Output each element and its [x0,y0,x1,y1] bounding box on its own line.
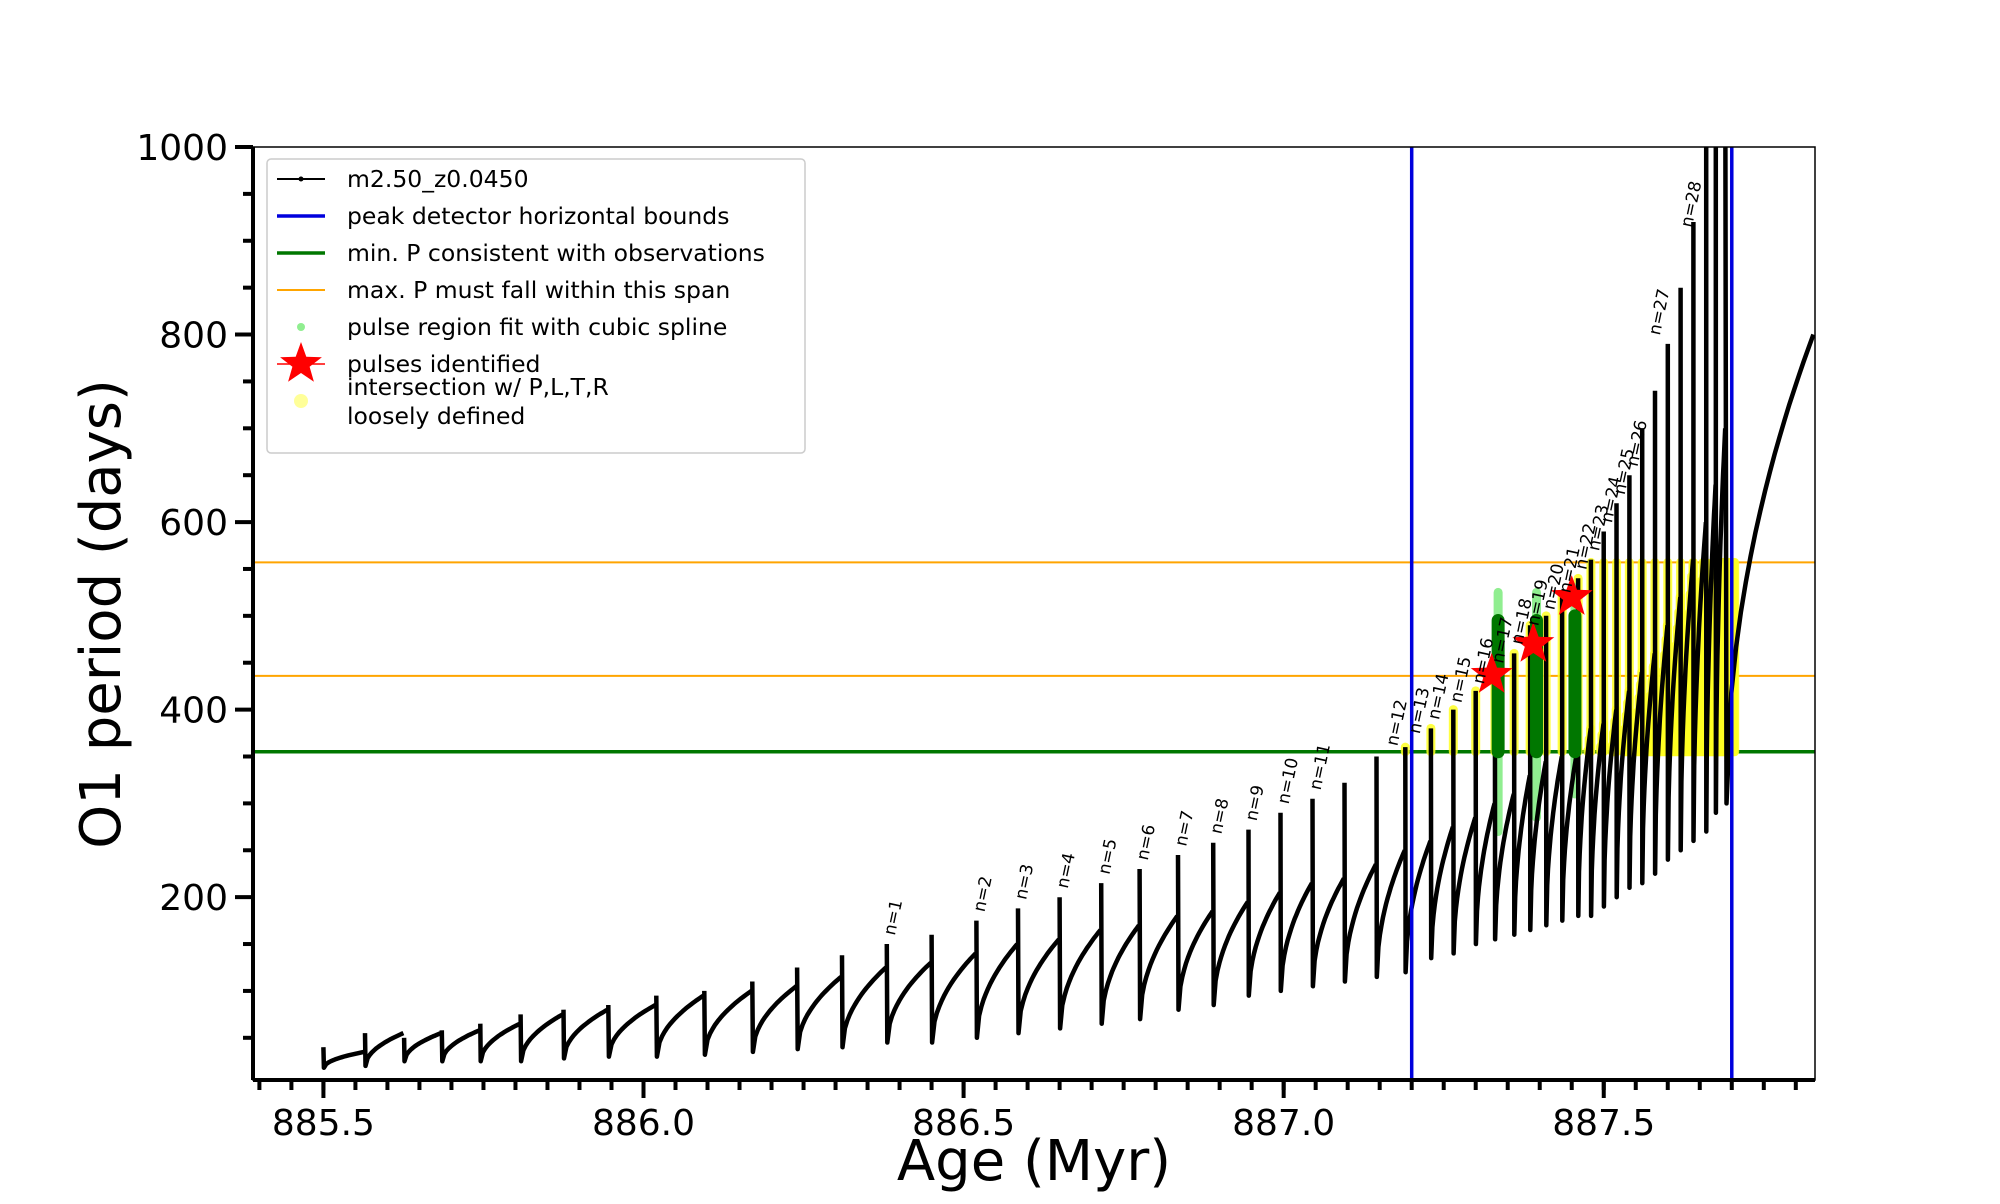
x-tick-label: 887.5 [1552,1103,1655,1144]
legend-item: min. P consistent with observations [277,239,765,267]
x-tick-label: 886.0 [592,1103,695,1144]
legend-marker [298,176,304,182]
pulse-cycle-15 [929,934,978,1045]
legend-star-marker [280,342,322,382]
pulse-cycle-28 [1403,747,1433,975]
pulse-cycle-24 [1278,812,1314,994]
x-tick-label: 887.0 [1232,1103,1335,1144]
pulse-cycle-16 [974,920,1019,1041]
axes-layer: 885.5 886.0 886.5 887.0 887.5 200 400 600 800 100… [136,128,1816,1144]
pulse-cycle-7 [561,1007,609,1061]
legend-item: peak detector horizontal bounds [277,202,729,230]
y-tick-label: 800 [159,316,228,357]
pulse-cycle-3 [401,1030,443,1064]
legend-label: peak detector horizontal bounds [347,202,729,230]
pulse-cycle-48 [1713,147,1728,816]
pulse-cycle-9 [654,993,705,1059]
pulse-cycle-44 [1665,343,1683,862]
legend-label: m2.50_z0.0450 [347,165,529,193]
pulse-cycle-11 [750,981,798,1055]
legend-item: pulse region fit with cubic spline [297,313,727,341]
legend-marker [294,394,308,408]
pulse-cycle-5 [478,1021,521,1064]
pulse-cycle-10 [702,989,753,1057]
pulse-cycle-36 [1559,597,1581,923]
y-tick-label: 1000 [136,128,228,169]
pulse-cycle-26 [1342,782,1378,984]
pulse-cycle-19 [1098,883,1141,1026]
pulse-cycle-46 [1691,221,1709,844]
pulse-cycle-32 [1492,672,1516,942]
pulse-cycle-40 [1614,503,1632,900]
pulse-cycle-25 [1310,798,1346,989]
pulse-cycle-13 [839,955,888,1050]
pulse-cycle-1 [321,1047,365,1071]
series-m2.50_z0.0450 [321,147,1815,1071]
pulse-star-2 [1550,575,1593,615]
pulse-cycle-45 [1678,287,1696,853]
y-tick-label: 600 [159,503,228,544]
pulse-cycle-6 [518,1012,564,1064]
legend-label: pulse region fit with cubic spline [347,313,727,341]
data-layer: n=1n=2 n=3 n=4 n=5 n=6 n=7 n=8 n=9 n=10 n=11n=12n… [253,147,1815,1080]
legend-item: pulses identified [277,342,540,382]
pulse-cycle-8 [606,1003,657,1059]
pulse-star-0 [1470,652,1513,693]
pulse-cycle-17 [1015,908,1061,1036]
pulse-cycle-4 [439,1028,481,1064]
pulse-cycle-18 [1057,897,1103,1031]
pulse-cycle-41 [1627,475,1645,891]
legend-box [266,158,806,454]
x-tick-label: 886.5 [912,1103,1015,1144]
pulse-cycle-20 [1137,868,1180,1022]
legend-label: max. P must fall within this span [347,276,730,304]
legend-item: m2.50_z0.0450 [277,165,529,193]
pulse-cycle-14 [884,943,933,1045]
pulse-cycle-42 [1639,428,1657,886]
pulse-cycle-23 [1246,829,1282,998]
pulse-star-1 [1512,622,1555,662]
legend-label: min. P consistent with observations [347,239,765,267]
pulse-cycle-2 [362,1031,405,1069]
pulse-cycle-38 [1588,559,1606,919]
pulse-cycle-39 [1601,531,1619,909]
legend-label: pulses identified [347,350,540,378]
pulse-cycle-37 [1575,578,1593,919]
legend-label: intersection w/ P,L,T,R [347,373,609,401]
pulse-cycle-33 [1511,653,1533,937]
pulse-cycle-34 [1527,625,1549,933]
pulse-cycle-35 [1543,615,1565,928]
y-axis-label: O1 period (days) [69,379,134,849]
pulse-cycle-30 [1451,709,1478,956]
pulse-cycle-22 [1210,842,1250,1008]
y-tick-label: 200 [159,878,228,919]
pulse-cycle-49 [1723,147,1815,806]
pulse-cycle-29 [1428,728,1456,961]
legend-label: loosely defined [347,402,525,430]
x-tick-label: 885.5 [272,1103,375,1144]
pulse-cycle-12 [794,967,843,1052]
x-axis-label: Age (Myr) [897,1129,1171,1194]
y-tick-label: 400 [159,691,228,732]
pulse-cycle-21 [1175,854,1215,1012]
legend-marker [297,323,305,331]
pulse-cycle-43 [1652,390,1670,876]
legend-item: max. P must fall within this span [277,276,730,304]
pulse-cycle-31 [1473,690,1497,947]
pulse-cycle-27 [1374,756,1407,980]
